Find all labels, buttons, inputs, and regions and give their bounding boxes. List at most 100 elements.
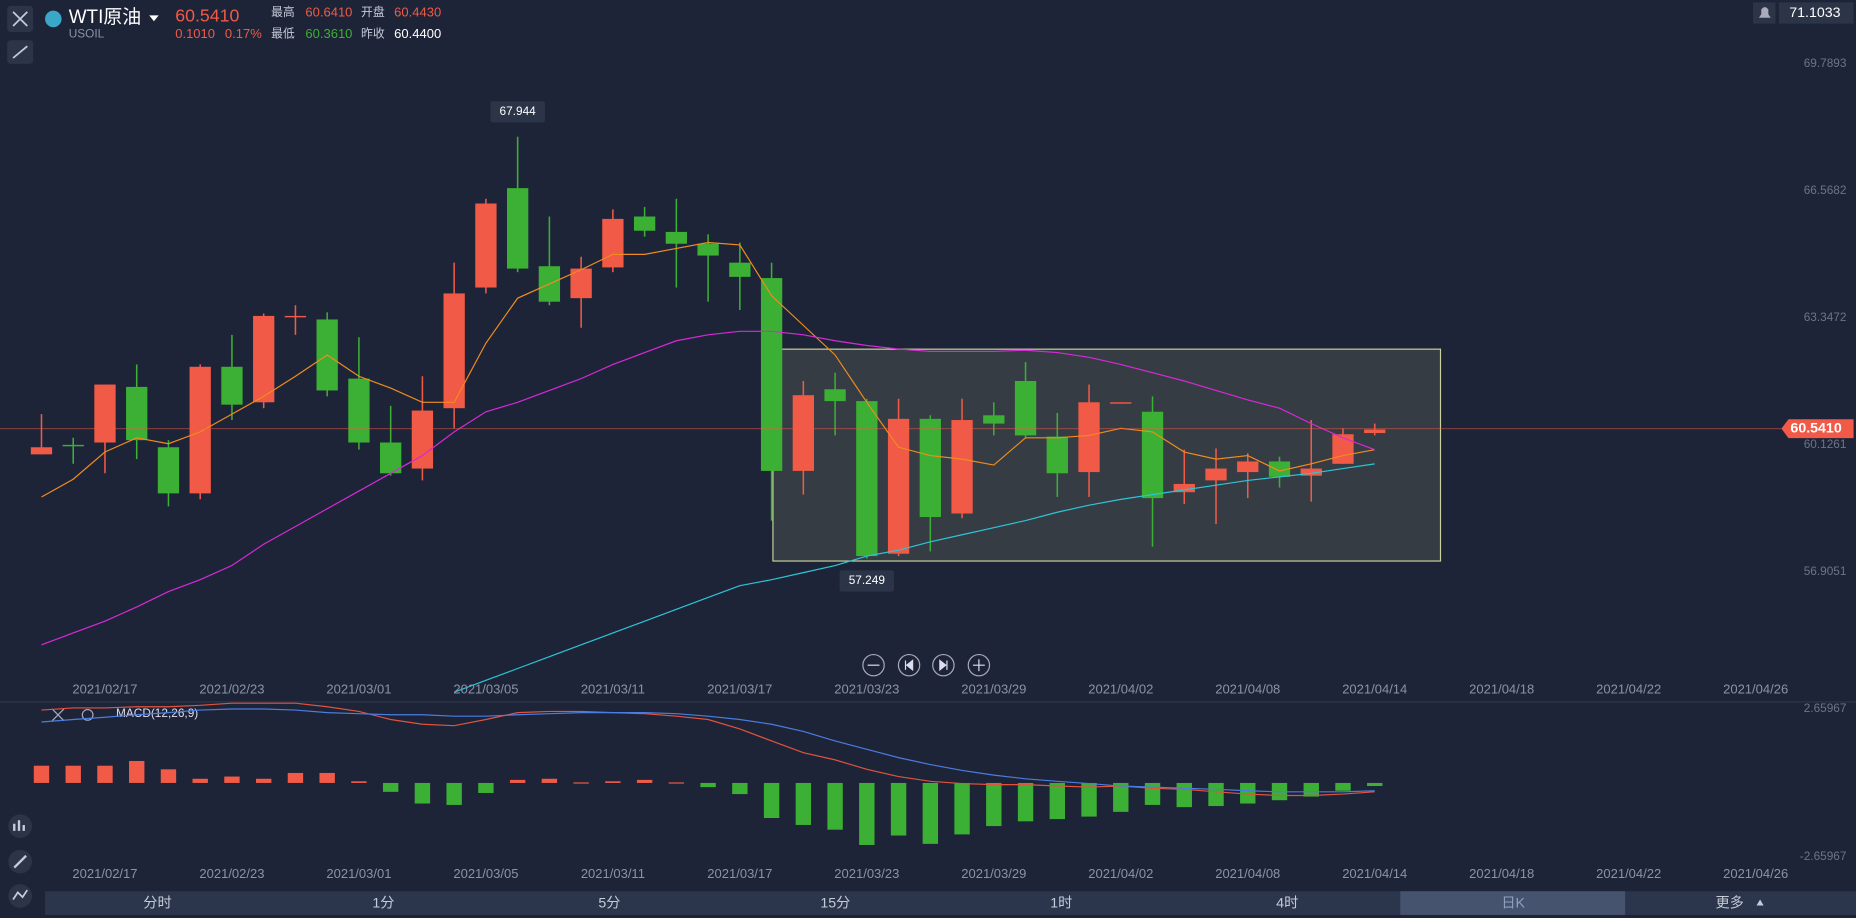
- symbol-name[interactable]: WTI原油: [69, 6, 142, 28]
- last-price-tag: [1781, 419, 1854, 439]
- candle-body: [1173, 483, 1195, 493]
- macd-bar: [541, 778, 558, 783]
- go-end[interactable]: [932, 653, 955, 677]
- macd-bar: [224, 776, 240, 783]
- dropdown[interactable]: [149, 15, 159, 22]
- macd-bar: [65, 765, 81, 783]
- draw-tool[interactable]: [7, 40, 34, 64]
- timeframe-button[interactable]: 更多: [1715, 894, 1743, 911]
- timeframe-button[interactable]: 1分: [372, 895, 394, 911]
- candle-body: [380, 442, 402, 474]
- ma-line: [41, 330, 1375, 646]
- macd-bar: [1303, 782, 1319, 797]
- macd-bar: [605, 781, 621, 783]
- candle-body: [570, 268, 592, 299]
- candle-body: [951, 420, 973, 514]
- macd-bar: [97, 765, 113, 783]
- stat-value: 60.6410: [305, 4, 352, 19]
- macd-bar: [255, 778, 272, 783]
- macd-close[interactable]: [51, 708, 65, 722]
- timeframe-button[interactable]: 分时: [143, 895, 171, 911]
- x-tick-label: 2021/03/05: [453, 866, 518, 881]
- candle-body: [126, 386, 148, 441]
- candle-body: [443, 293, 465, 409]
- macd-bar: [954, 782, 970, 835]
- macd-bar: [1081, 782, 1097, 817]
- x-tick-label: 2021/03/29: [961, 681, 1026, 696]
- zoom-in[interactable]: [967, 653, 991, 677]
- left-tool[interactable]: [8, 814, 33, 838]
- macd-bar: [509, 779, 526, 783]
- candle-body: [411, 410, 434, 469]
- candle-body: [856, 401, 878, 557]
- macd-settings[interactable]: [81, 708, 94, 721]
- x-tick-label: 2021/02/23: [199, 681, 264, 696]
- timeframe-button[interactable]: 1时: [1050, 895, 1072, 911]
- macd-bar: [1049, 782, 1065, 820]
- x-tick-label: 2021/04/08: [1215, 681, 1280, 696]
- candle-body: [1332, 434, 1354, 464]
- macd-bar: [1335, 782, 1351, 791]
- timeframe-button[interactable]: 15分: [820, 895, 850, 911]
- macd-bar: [986, 782, 1002, 827]
- macd-bar: [160, 769, 177, 783]
- x-tick-label: 2021/02/23: [199, 866, 264, 881]
- candle-body: [157, 447, 180, 494]
- macd-bar: [636, 779, 653, 783]
- macd-bar: [732, 782, 748, 795]
- candle-body: [983, 415, 1005, 424]
- symbol-code: USOIL: [69, 26, 105, 40]
- macd-bar: [129, 760, 145, 783]
- alert-button[interactable]: [1752, 2, 1776, 24]
- zoom-out[interactable]: [862, 653, 885, 677]
- candle-body: [824, 389, 846, 402]
- macd-tick-label: -2.65967: [1800, 849, 1847, 863]
- macd-bar: [1176, 782, 1192, 808]
- y-tick-label: 63.3472: [1804, 310, 1847, 324]
- y-tick-label: 66.5682: [1804, 183, 1847, 197]
- x-tick-label: 2021/04/22: [1596, 681, 1661, 696]
- candle-body: [94, 384, 116, 443]
- stat-label: 最低: [271, 26, 295, 40]
- candle-body: [1300, 468, 1322, 476]
- x-tick-label: 2021/03/23: [834, 681, 899, 696]
- x-tick-label: 2021/04/02: [1088, 681, 1153, 696]
- candle-body: [665, 231, 688, 244]
- x-tick-label: 2021/04/22: [1596, 866, 1661, 881]
- timeframe-button[interactable]: 日K: [1501, 895, 1525, 911]
- macd-bar: [1144, 782, 1161, 805]
- timeframe-button[interactable]: 4时: [1276, 895, 1298, 911]
- left-tool[interactable]: [8, 884, 33, 908]
- stat-label: 开盘: [361, 5, 385, 19]
- candle-body: [697, 243, 719, 256]
- high-label: 67.944: [500, 104, 537, 118]
- x-tick-label: 2021/04/14: [1342, 681, 1407, 696]
- low-label-box: [839, 570, 895, 592]
- macd-tick-label: 2.65967: [1804, 701, 1847, 715]
- macd-bar: [827, 782, 843, 830]
- close-button[interactable]: [7, 5, 34, 32]
- macd-bar: [859, 782, 875, 845]
- stat-value: 60.4430: [394, 4, 441, 19]
- candle-body: [62, 444, 84, 447]
- go-start[interactable]: [897, 653, 921, 677]
- macd-pane: [33, 702, 1383, 845]
- x-tick-label: 2021/04/26: [1723, 866, 1788, 881]
- macd-bar: [1113, 782, 1129, 812]
- macd-bar: [1208, 782, 1224, 807]
- x-tick-label: 2021/03/29: [961, 866, 1026, 881]
- more-arrow[interactable]: [1756, 899, 1764, 906]
- x-tick-label: 2021/04/18: [1469, 866, 1534, 881]
- candle-body: [760, 278, 783, 471]
- candle-body: [189, 366, 211, 494]
- candle-body: [729, 262, 751, 277]
- macd-bar: [700, 782, 716, 788]
- x-tick-label: 2021/03/11: [581, 681, 645, 696]
- x-tick-label: 2021/03/17: [707, 681, 772, 696]
- left-tool[interactable]: [8, 849, 33, 874]
- x-tick-label: 2021/04/18: [1469, 681, 1534, 696]
- stat-value: 60.4400: [394, 26, 441, 41]
- timeframe-button[interactable]: 5分: [598, 895, 620, 911]
- macd-bar: [1367, 782, 1383, 787]
